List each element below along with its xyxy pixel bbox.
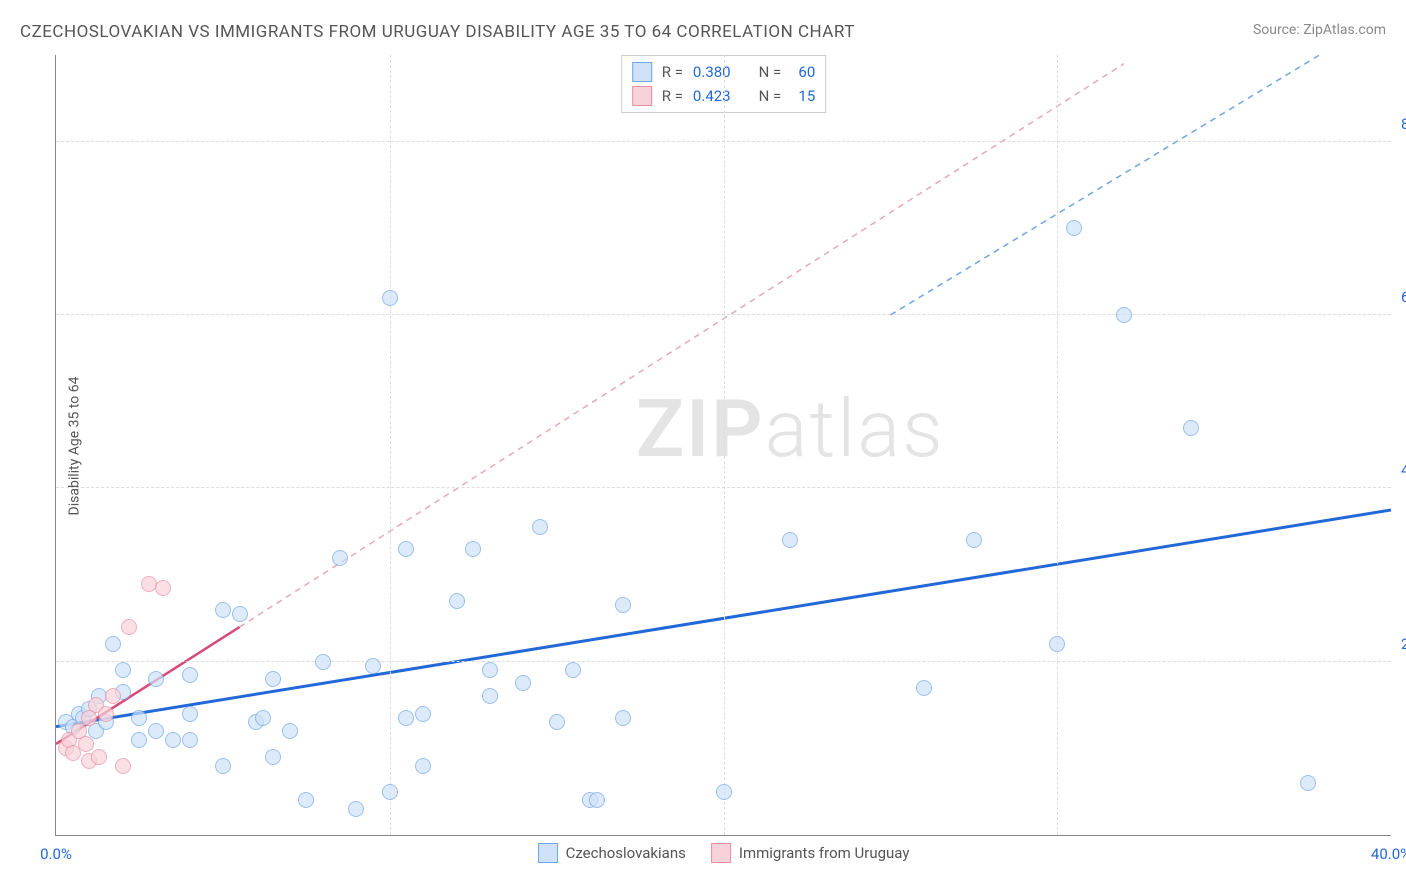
legend-item: Immigrants from Uruguay <box>711 843 910 863</box>
point-czechoslovakians <box>1049 636 1065 652</box>
y-tick-label: 20.0% <box>1401 635 1406 653</box>
point-czechoslovakians <box>398 710 414 726</box>
stat-r-value: 0.423 <box>693 84 731 108</box>
legend-swatch <box>711 843 731 863</box>
legend-swatch <box>538 843 558 863</box>
point-czechoslovakians <box>215 602 231 618</box>
gridline-v <box>1057 55 1058 835</box>
point-czechoslovakians <box>105 636 121 652</box>
source-attribution: Source: ZipAtlas.com <box>1253 22 1386 38</box>
point-czechoslovakians <box>515 675 531 691</box>
point-czechoslovakians <box>182 706 198 722</box>
scatter-plot: ZIPatlas R =0.380N =60R =0.423N =15 Czec… <box>55 55 1391 836</box>
stat-r-label: R = <box>662 60 683 84</box>
point-czechoslovakians <box>415 758 431 774</box>
point-uruguay <box>91 749 107 765</box>
point-czechoslovakians <box>148 723 164 739</box>
gridline-v <box>390 55 391 835</box>
point-czechoslovakians <box>282 723 298 739</box>
point-uruguay <box>81 710 97 726</box>
source-name: ZipAtlas.com <box>1303 22 1386 38</box>
point-czechoslovakians <box>482 662 498 678</box>
stat-n-label: N = <box>759 84 782 108</box>
stat-n-value: 15 <box>791 84 815 108</box>
gridline-v <box>724 55 725 835</box>
point-uruguay <box>155 580 171 596</box>
point-uruguay <box>105 688 121 704</box>
stat-r-value: 0.380 <box>693 60 731 84</box>
point-czechoslovakians <box>332 550 348 566</box>
x-tick-label: 0.0% <box>40 845 72 863</box>
point-czechoslovakians <box>532 519 548 535</box>
point-czechoslovakians <box>782 532 798 548</box>
stat-r-label: R = <box>662 84 683 108</box>
point-czechoslovakians <box>298 792 314 808</box>
point-czechoslovakians <box>315 654 331 670</box>
point-czechoslovakians <box>182 667 198 683</box>
point-czechoslovakians <box>265 749 281 765</box>
y-tick-label: 80.0% <box>1401 115 1406 133</box>
y-tick-label: 40.0% <box>1401 461 1406 479</box>
point-czechoslovakians <box>716 784 732 800</box>
watermark: ZIPatlas <box>636 382 945 476</box>
source-label: Source: <box>1253 22 1303 38</box>
point-czechoslovakians <box>131 710 147 726</box>
point-czechoslovakians <box>182 732 198 748</box>
legend-label: Czechoslovakians <box>566 844 686 862</box>
point-czechoslovakians <box>382 784 398 800</box>
stat-n-value: 60 <box>791 60 815 84</box>
point-czechoslovakians <box>615 597 631 613</box>
point-czechoslovakians <box>398 541 414 557</box>
point-czechoslovakians <box>549 714 565 730</box>
series-legend: Czechoslovakians Immigrants from Uruguay <box>538 843 910 863</box>
point-czechoslovakians <box>482 688 498 704</box>
chart-title: CZECHOSLOVAKIAN VS IMMIGRANTS FROM URUGU… <box>20 22 855 42</box>
legend-label: Immigrants from Uruguay <box>739 844 910 862</box>
legend-swatch <box>632 86 652 106</box>
point-uruguay <box>121 619 137 635</box>
point-czechoslovakians <box>365 658 381 674</box>
point-czechoslovakians <box>255 710 271 726</box>
point-czechoslovakians <box>382 290 398 306</box>
point-czechoslovakians <box>615 710 631 726</box>
point-czechoslovakians <box>115 662 131 678</box>
x-tick-label: 40.0% <box>1371 845 1406 863</box>
point-czechoslovakians <box>148 671 164 687</box>
point-czechoslovakians <box>165 732 181 748</box>
point-czechoslovakians <box>265 671 281 687</box>
point-czechoslovakians <box>1300 775 1316 791</box>
point-czechoslovakians <box>1116 307 1132 323</box>
trend-ext-a <box>890 55 1391 315</box>
point-czechoslovakians <box>1066 220 1082 236</box>
y-tick-label: 60.0% <box>1401 288 1406 306</box>
point-czechoslovakians <box>131 732 147 748</box>
point-uruguay <box>78 736 94 752</box>
point-czechoslovakians <box>966 532 982 548</box>
point-czechoslovakians <box>232 606 248 622</box>
point-czechoslovakians <box>465 541 481 557</box>
point-uruguay <box>98 706 114 722</box>
stat-n-label: N = <box>759 60 782 84</box>
watermark-light: atlas <box>765 382 945 476</box>
point-czechoslovakians <box>565 662 581 678</box>
point-czechoslovakians <box>916 680 932 696</box>
point-czechoslovakians <box>1183 420 1199 436</box>
point-czechoslovakians <box>589 792 605 808</box>
point-czechoslovakians <box>449 593 465 609</box>
legend-swatch <box>632 62 652 82</box>
legend-item: Czechoslovakians <box>538 843 686 863</box>
point-uruguay <box>115 758 131 774</box>
point-czechoslovakians <box>348 801 364 817</box>
point-czechoslovakians <box>415 706 431 722</box>
trend-ext-b <box>240 64 1124 627</box>
watermark-bold: ZIP <box>636 382 765 476</box>
point-czechoslovakians <box>215 758 231 774</box>
